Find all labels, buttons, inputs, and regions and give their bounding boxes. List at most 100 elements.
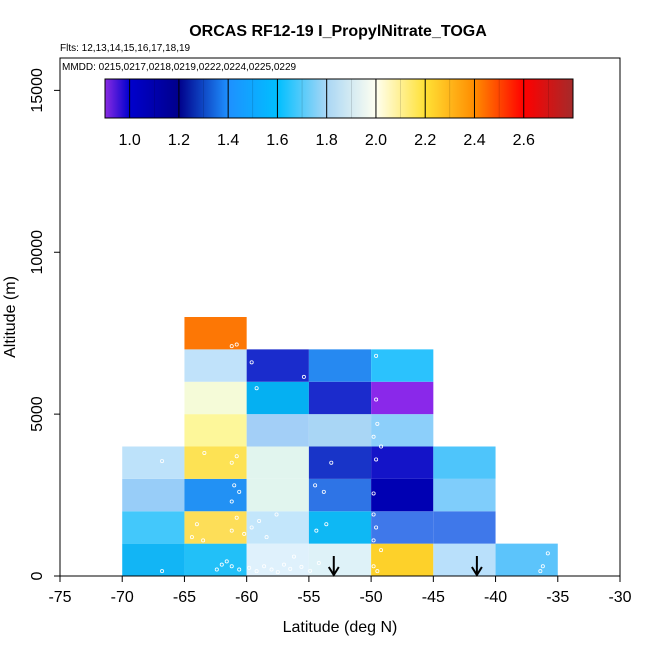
heatmap-cell — [308, 543, 372, 576]
heatmap-cell — [246, 511, 309, 544]
heatmap-cell — [246, 381, 309, 415]
heatmap-cell — [122, 511, 185, 544]
heatmap-cell — [308, 446, 372, 479]
heatmap-cell — [184, 543, 247, 576]
heatmap-cell — [184, 446, 247, 479]
heatmap-cell — [495, 543, 558, 576]
heatmap-cell — [308, 349, 372, 382]
sample-point — [229, 460, 234, 465]
heatmap-cell — [433, 478, 496, 512]
sample-point — [249, 525, 254, 530]
x-tick-label: -60 — [235, 589, 258, 606]
y-axis: 0 5000 10000 15000 — [29, 68, 60, 580]
y-tick-label: 5000 — [29, 396, 46, 432]
y-axis-label: Altitude (m) — [2, 276, 19, 358]
sample-point — [229, 564, 234, 569]
arrow-markers — [327, 556, 483, 577]
heatmap-cell — [308, 478, 372, 512]
sample-point — [237, 489, 242, 494]
sample-point — [229, 344, 234, 349]
colorbar-tick-label: 1.0 — [119, 132, 141, 149]
x-tick-label: -30 — [608, 589, 631, 606]
x-tick-label: -55 — [297, 589, 320, 606]
sample-point — [291, 554, 296, 559]
sample-point — [281, 562, 286, 567]
colorbar-ticks: 1.0 1.2 1.4 1.6 1.8 2.0 2.2 2.4 2.6 — [119, 79, 549, 149]
arrow-head — [471, 566, 483, 577]
heatmap-cell — [184, 478, 247, 512]
sample-point — [314, 528, 319, 533]
sample-point — [321, 489, 326, 494]
heatmap-cell — [371, 511, 434, 544]
sample-point — [329, 460, 334, 465]
plot-frame — [59, 57, 621, 577]
sample-point — [374, 457, 379, 462]
sample-point — [249, 360, 254, 365]
y-tick-label: 10000 — [29, 230, 46, 275]
x-tick-label: -45 — [422, 589, 445, 606]
heatmap-cell — [371, 543, 434, 576]
colorbar-tick-label: 2.2 — [414, 132, 436, 149]
sample-point — [316, 561, 321, 566]
sample-point — [371, 538, 376, 543]
sample-point — [371, 512, 376, 517]
y-tick-label: 0 — [29, 571, 46, 580]
heatmap-cell — [308, 381, 372, 415]
sample-point — [160, 459, 165, 464]
heatmap-cell — [371, 349, 434, 382]
heatmap-cell — [246, 478, 309, 512]
mmdd-note: MMDD: 0215,0217,0218,0219,0222,0224,0225… — [62, 62, 297, 73]
sample-point — [234, 515, 239, 520]
heatmap-cell — [184, 349, 247, 382]
sample-point — [214, 567, 219, 572]
sample-point — [269, 567, 274, 572]
sample-point — [229, 499, 234, 504]
sample-point — [257, 518, 262, 523]
sample-point — [313, 483, 318, 488]
sample-point — [247, 565, 252, 570]
sample-point — [262, 564, 267, 569]
sample-point — [545, 551, 550, 556]
sample-point — [371, 491, 376, 496]
sample-point — [374, 397, 379, 402]
heatmap-cell — [122, 446, 185, 479]
arrow-head — [327, 566, 340, 577]
colorbar-tick-label: 2.4 — [463, 132, 485, 149]
sample-point — [379, 444, 384, 449]
colorbar-tick-label: 1.8 — [316, 132, 338, 149]
heatmap-cell — [122, 478, 185, 512]
sample-point — [375, 421, 380, 426]
colorbar-tick-label: 1.2 — [168, 132, 190, 149]
x-tick-label: -75 — [48, 589, 71, 606]
colorbar-tick-label: 1.6 — [266, 132, 288, 149]
sample-point — [254, 569, 259, 574]
sample-point — [274, 512, 279, 517]
sample-point — [234, 454, 239, 459]
chart-title: ORCAS RF12-19 I_PropylNitrate_TOGA — [189, 23, 487, 40]
sample-point — [299, 564, 304, 569]
x-tick-label: -65 — [173, 589, 196, 606]
x-tick-label: -70 — [111, 589, 134, 606]
heatmap-cell — [246, 543, 309, 576]
heatmap-cell — [371, 478, 434, 512]
sample-points — [160, 342, 550, 575]
sample-point — [237, 567, 242, 572]
heatmap-cell — [371, 381, 434, 415]
sample-point — [224, 559, 229, 564]
x-tick-label: -35 — [546, 589, 569, 606]
sample-point — [308, 568, 313, 573]
sample-point — [202, 450, 207, 455]
heatmap-cell — [308, 511, 372, 544]
heatmap-cell — [184, 511, 247, 544]
sample-point — [242, 531, 247, 536]
x-axis-label: Latitude (deg N) — [283, 619, 398, 636]
sample-point — [189, 535, 194, 540]
heatmap-cell — [371, 446, 434, 479]
colorbar-gradient — [104, 78, 574, 119]
heatmap-cell — [371, 414, 434, 447]
heatmap-cell — [246, 349, 309, 382]
sample-point — [160, 569, 165, 574]
sample-point — [371, 434, 376, 439]
sample-point — [201, 538, 206, 543]
